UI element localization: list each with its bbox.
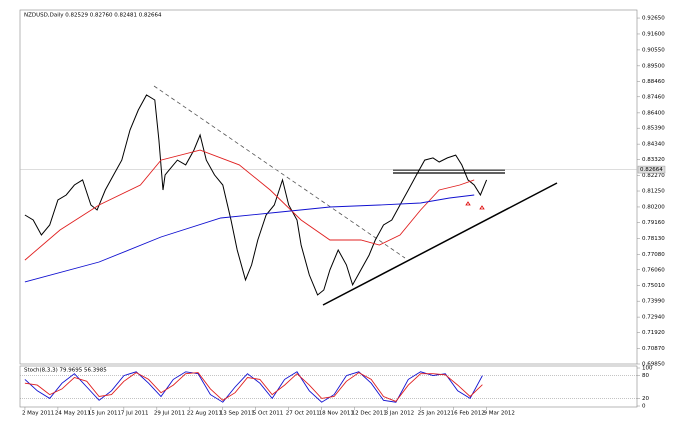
- series-line: [24, 94, 488, 296]
- stoch-panel: [19, 365, 638, 408]
- series-line: [24, 149, 475, 261]
- y-tick-label: 0.89500: [642, 63, 665, 69]
- y-tick-label: 0.85390: [642, 126, 665, 132]
- x-tick-label: 13 Sep 2011: [220, 411, 255, 417]
- y-tick-label: 0.75010: [642, 283, 665, 289]
- x-tick-label: 22 Aug 2011: [187, 411, 222, 417]
- series-line: [24, 194, 475, 283]
- trend-line: [153, 85, 406, 259]
- y-tick-label: 0.76060: [642, 267, 665, 273]
- series-line: [24, 372, 483, 402]
- x-tick-label: 3 Jan 2012: [385, 411, 414, 417]
- y-tick-label: 0.90550: [642, 47, 665, 53]
- y-tick-label: 0.88460: [642, 79, 665, 85]
- y-tick-label: 0.81250: [642, 189, 665, 195]
- y-tick-label: 0.91600: [642, 31, 665, 37]
- x-tick-label: 29 Jul 2011: [154, 411, 185, 417]
- x-tick-label: 16 Feb 2012: [451, 411, 485, 417]
- y-tick-label: 0.92650: [642, 16, 665, 22]
- y-tick-label: 0.86400: [642, 110, 665, 116]
- y-tick-label: 0.80200: [642, 204, 665, 210]
- y-tick-label: 80: [642, 373, 649, 379]
- y-tick-label: 0.87460: [642, 94, 665, 100]
- y-tick-label: 0.77080: [642, 252, 665, 258]
- y-tick-label: 0.84340: [642, 142, 665, 148]
- y-tick-label: 0.79160: [642, 220, 665, 226]
- last-price-label: 0.82664: [640, 167, 663, 173]
- y-tick-label: 100: [642, 366, 653, 372]
- x-tick-label: 25 Jan 2012: [418, 411, 451, 417]
- x-tick-label: 27 Oct 2011: [286, 411, 320, 417]
- x-tick-label: 18 Nov 2011: [319, 411, 354, 417]
- y-tick-label: 0.83320: [642, 157, 665, 163]
- x-tick-label: 12 Dec 2011: [352, 411, 387, 417]
- y-tick-label: 0.78130: [642, 236, 665, 242]
- last-price-box: [637, 165, 666, 174]
- y-tick-label: 0.72940: [642, 315, 665, 321]
- y-tick-label: 0.82270: [642, 173, 665, 179]
- main-panel: [19, 9, 638, 365]
- x-tick-label: 9 Mar 2012: [484, 411, 515, 417]
- y-tick-label: 0.71920: [642, 330, 665, 336]
- stoch-title: Stoch(8,3,3) 79.9695 56.3985: [24, 368, 107, 374]
- y-tick-label: 0.73990: [642, 299, 665, 305]
- x-tick-label: 7 Jul 2011: [121, 411, 149, 417]
- x-tick-label: 24 May 2011: [55, 411, 91, 417]
- trend-line: [322, 182, 558, 306]
- chart-title: NZDUSD,Daily 0.82529 0.82760 0.82481 0.8…: [24, 13, 162, 19]
- x-tick-label: 2 May 2011: [22, 411, 54, 417]
- y-tick-label: 0.69850: [642, 362, 665, 368]
- y-tick-label: 0: [642, 404, 646, 410]
- y-tick-label: 0.70870: [642, 346, 665, 352]
- y-tick-label: 20: [642, 396, 649, 402]
- x-tick-label: 5 Oct 2011: [253, 411, 284, 417]
- arrow-icon: [465, 201, 485, 210]
- x-tick-label: 15 Jun 2011: [88, 411, 121, 417]
